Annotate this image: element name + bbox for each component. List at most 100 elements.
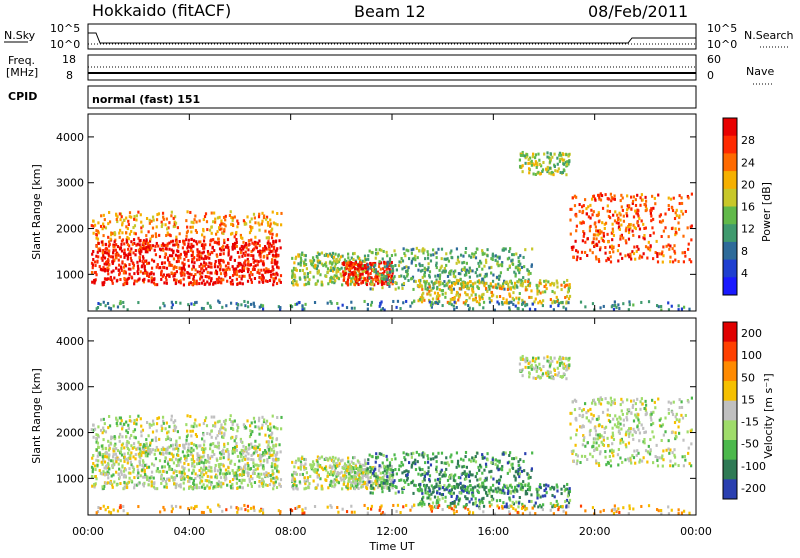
cpid-label: CPID [8,90,37,103]
power-echo-cell [203,236,205,239]
power-echo-cell [348,268,350,271]
power-echo-cell [469,307,471,310]
velocity-echo-cell [164,427,166,430]
power-echo-cell [447,275,449,278]
power-echo-cell [297,253,299,256]
power-echo-cell [295,257,297,260]
power-echo-cell [672,209,674,212]
power-echo-cell [125,225,127,228]
power-echo-cell [512,263,514,266]
power-echo-cell [175,279,177,282]
power-echo-cell [430,304,432,307]
velocity-echo-cell [253,452,255,455]
velocity-echo-cell [334,457,336,460]
velocity-echo-cell [152,431,154,434]
power-echo-cell [416,247,418,250]
velocity-echo-cell [219,457,221,460]
power-echo-cell [611,305,613,308]
power-echo-cell [236,278,238,281]
velocity-echo-cell [347,460,349,463]
velocity-echo-cell [386,472,388,475]
power-echo-cell [159,266,161,269]
power-echo-cell [596,214,598,217]
velocity-echo-cell [202,468,204,471]
power-echo-cell [510,301,512,304]
power-echo-cell [136,270,138,273]
velocity-echo-cell [331,465,333,468]
velocity-echo-cell [104,482,106,485]
power-echo-cell [492,254,494,257]
power-ytick-label: 4000 [56,131,84,144]
power-echo-cell [598,196,600,199]
power-echo-cell [610,255,612,258]
velocity-echo-cell [99,453,101,456]
velocity-echo-cell [257,446,259,449]
power-echo-cell [229,276,231,279]
velocity-echo-cell [242,445,244,448]
velocity-echo-cell [133,422,135,425]
velocity-echo-cell [195,425,197,428]
power-echo-cell [594,222,596,225]
power-echo-cell [512,291,514,294]
power-echo-cell [456,262,458,265]
velocity-echo-cell [170,418,172,421]
power-echo-cell [679,202,681,205]
power-echo-cell [684,251,686,254]
power-echo-cell [234,215,236,218]
power-ytick-label: 3000 [56,177,84,190]
velocity-echo-cell [209,433,211,436]
velocity-echo-cell [211,450,213,453]
power-echo-cell [213,212,215,215]
cpid-panel: CPID normal (fast) 151 [8,86,696,108]
power-echo-cell [558,167,560,170]
velocity-echo-cell [254,420,256,423]
power-echo-cell [188,265,190,268]
velocity-echo-cell [154,449,156,452]
velocity-echo-cell [369,454,371,457]
power-echo-cell [638,217,640,220]
power-echo-cell [456,306,458,309]
power-echo-cell [632,200,634,203]
velocity-echo-cell [363,482,365,485]
velocity-echo-cell [212,424,214,427]
power-echo-cell [104,256,106,259]
power-echo-cell [662,254,664,257]
velocity-echo-cell [163,448,165,451]
power-echo-cell [194,282,196,285]
velocity-echo-cell [205,461,207,464]
power-echo-cell [635,198,637,201]
power-echo-cell [619,238,621,241]
power-echo-cell [217,237,219,240]
power-echo-cell [91,253,93,256]
power-echo-cell [253,213,255,216]
velocity-echo-cell [199,481,201,484]
power-echo-cell [120,246,122,249]
power-echo-cell [619,219,621,222]
velocity-echo-cell [211,429,213,432]
power-echo-cell [584,198,586,201]
velocity-echo-cell [206,432,208,435]
power-echo-cell [158,234,160,237]
power-echo-cell [481,278,483,281]
velocity-echo-cell [193,443,195,446]
power-echo-cell [113,276,115,279]
power-echo-cell [205,257,207,260]
power-echo-cell [500,271,502,274]
power-echo-cell [389,268,391,271]
velocity-echo-cell [230,414,232,417]
power-echo-cell [612,250,614,253]
power-echo-cell [291,269,293,272]
beam-title: Beam 12 [354,2,426,21]
power-echo-cell [450,291,452,294]
power-echo-cell [427,253,429,256]
power-echo-cell [516,286,518,289]
power-echo-cell [650,219,652,222]
velocity-echo-cell [96,449,98,452]
velocity-echo-cell [198,486,200,489]
power-echo-cell [223,252,225,255]
velocity-echo-cell [185,459,187,462]
power-echo-cell [129,233,131,236]
power-echo-cell [631,230,633,233]
velocity-echo-cell [501,467,503,470]
power-echo-cell [302,269,304,272]
